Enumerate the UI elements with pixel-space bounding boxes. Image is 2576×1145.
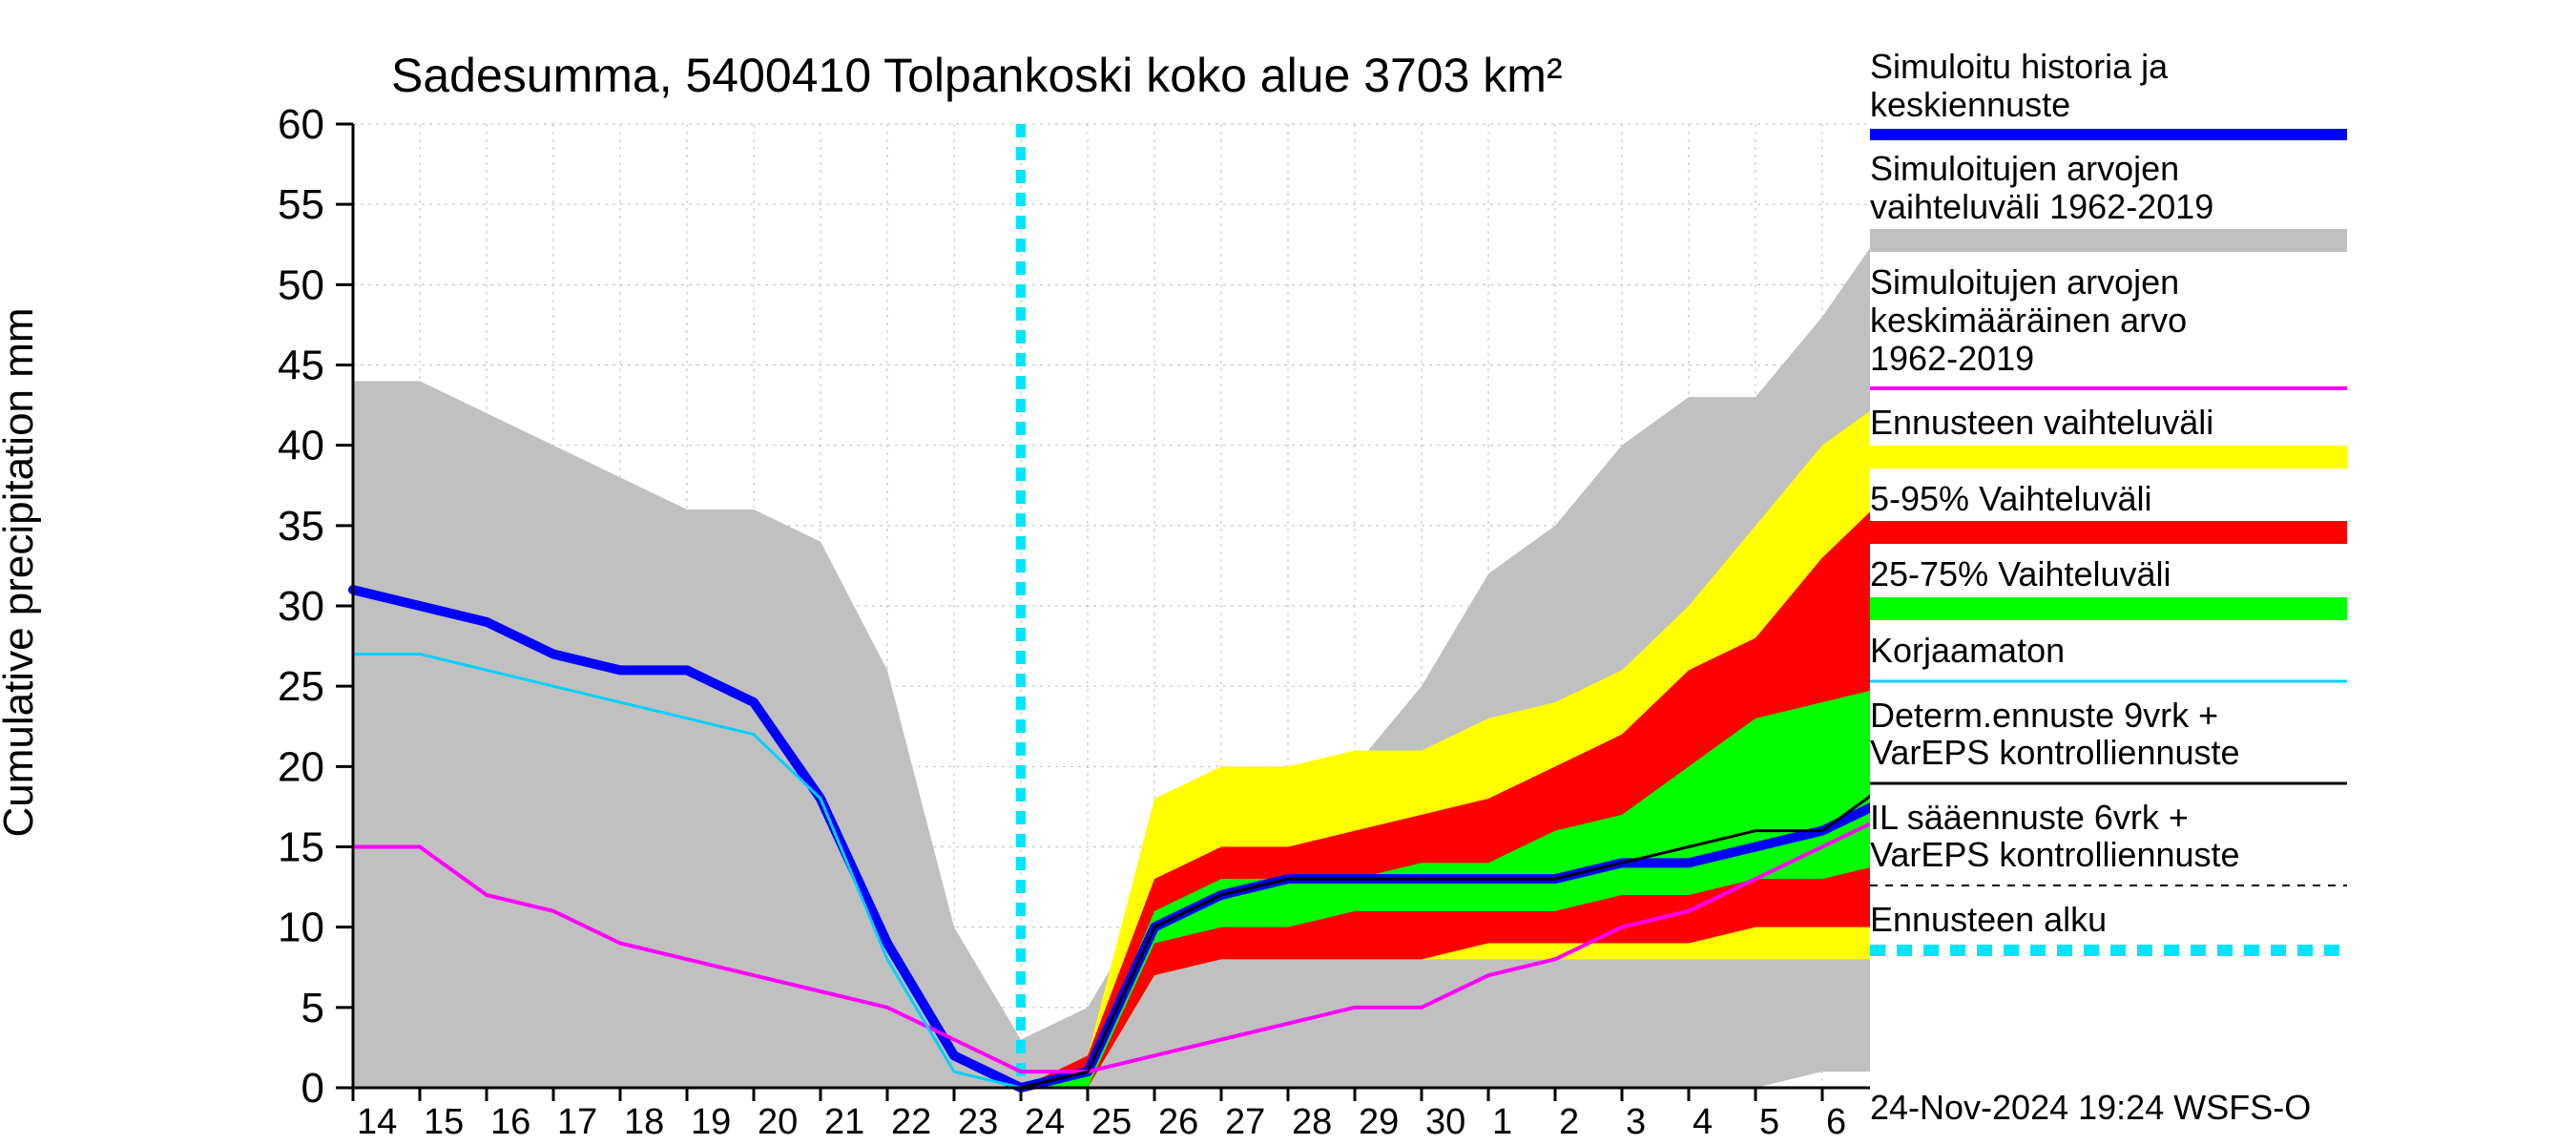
legend-item: Determ.ennuste 9vrk + VarEPS kontrollien… [1870,697,2385,787]
legend-item: Simuloitu historia ja keskiennuste [1870,48,2385,138]
ytick-label: 45 [278,343,324,389]
ytick-label: 5 [301,985,324,1031]
legend-label: Ennusteen vaihteluväli [1870,404,2385,442]
xtick-label: 17 [557,1102,597,1142]
legend-label: IL sääennuste 6vrk + VarEPS kontrollienn… [1870,799,2385,874]
ytick-label: 10 [278,905,324,951]
chart-plot: Sadesumma, 5400410 Tolpankoski koko alue… [95,19,1870,1145]
legend-label: Simuloitu historia ja keskiennuste [1870,48,2385,123]
legend-swatch [1870,878,2347,889]
legend-swatch [1870,674,2347,685]
xtick-label: 24 [1025,1102,1065,1142]
xtick-label: 29 [1359,1102,1399,1142]
ytick-label: 0 [301,1065,324,1112]
legend-item: Ennusteen vaihteluväli [1870,404,2385,468]
ytick-label: 55 [278,181,324,228]
chart-title: Sadesumma, 5400410 Tolpankoski koko alue… [391,49,1563,102]
legend-item: 5-95% Vaihteluväli [1870,480,2385,545]
legend-swatch [1870,381,2347,392]
xtick-label: 2 [1559,1102,1579,1142]
legend-swatch [1870,597,2347,620]
xtick-label: 28 [1292,1102,1332,1142]
legend-item: Simuloitujen arvojen keskimääräinen arvo… [1870,263,2385,392]
legend-label: 5-95% Vaihteluväli [1870,480,2385,518]
legend-item: Ennusteen alku [1870,901,2385,954]
legend-item: Korjaamaton [1870,632,2385,685]
xtick-label: 30 [1425,1102,1465,1142]
xtick-label: 18 [624,1102,664,1142]
legend-item: Simuloitujen arvojen vaihteluväli 1962-2… [1870,150,2385,252]
xtick-label: 25 [1091,1102,1132,1142]
xtick-label: 22 [891,1102,931,1142]
xtick-label: 23 [958,1102,998,1142]
month-label: Marraskuu 2024 November [353,1141,629,1145]
ytick-label: 15 [278,824,324,871]
xtick-label: 21 [824,1102,864,1142]
xtick-label: 3 [1626,1102,1646,1142]
xtick-label: 19 [691,1102,731,1142]
xtick-label: 20 [758,1102,798,1142]
chart-container: Cumulative precipitation mm Sadesumma, 5… [0,0,2576,1145]
xtick-label: 26 [1158,1102,1198,1142]
legend-swatch [1870,229,2347,252]
legend-item: IL sääennuste 6vrk + VarEPS kontrollienn… [1870,799,2385,889]
xtick-label: 1 [1492,1102,1512,1142]
legend: Simuloitu historia ja keskiennuste Simulo… [1870,48,2385,966]
ytick-label: 30 [278,583,324,630]
ytick-label: 60 [278,101,324,148]
legend-label: Ennusteen alku [1870,901,2385,939]
legend-label: Korjaamaton [1870,632,2385,670]
ytick-label: 20 [278,743,324,790]
y-axis-label: Cumulative precipitation mm [0,307,43,837]
ytick-label: 35 [278,503,324,550]
xtick-label: 4 [1693,1102,1713,1142]
xtick-label: 5 [1759,1102,1779,1142]
xtick-label: 6 [1826,1102,1846,1142]
xtick-label: 14 [357,1102,397,1142]
legend-label: Determ.ennuste 9vrk + VarEPS kontrollien… [1870,697,2385,772]
legend-swatch [1870,127,2347,138]
legend-swatch [1870,521,2347,544]
xtick-label: 15 [424,1102,464,1142]
timestamp: 24-Nov-2024 19:24 WSFS-O [1870,1088,2311,1128]
month-label: Joulukuu December [1488,1141,1665,1145]
legend-label: 25-75% Vaihteluväli [1870,555,2385,593]
legend-swatch [1870,943,2347,954]
ytick-label: 40 [278,423,324,469]
legend-label: Simuloitujen arvojen keskimääräinen arvo… [1870,263,2385,377]
legend-item: 25-75% Vaihteluväli [1870,555,2385,620]
ytick-label: 50 [278,261,324,308]
legend-swatch [1870,446,2347,468]
xtick-label: 27 [1225,1102,1265,1142]
legend-swatch [1870,776,2347,787]
ytick-label: 25 [278,663,324,710]
legend-label: Simuloitujen arvojen vaihteluväli 1962-2… [1870,150,2385,225]
xtick-label: 16 [490,1102,530,1142]
